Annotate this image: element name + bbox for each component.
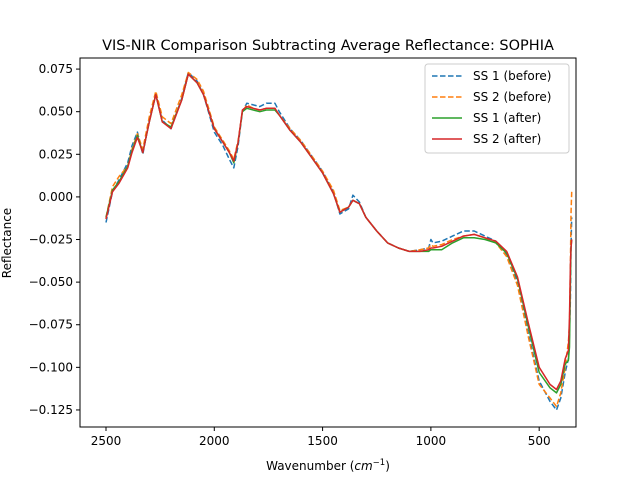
legend-box [424, 63, 570, 154]
plot-area [105, 71, 573, 411]
legend-label-3: SS 1 (after) [473, 111, 541, 125]
y-tick-label-2: 0.050 [39, 105, 73, 119]
series-line-2 [105, 71, 573, 408]
x-tick-label-1: 2500 [91, 434, 122, 448]
y-tick-label-9: −0.125 [29, 403, 73, 417]
legend: SS 1 (before) SS 2 (before) SS 1 (after) SS… [424, 63, 570, 154]
legend-label-1: SS 1 (before) [473, 69, 551, 83]
x-tick-label-5: 500 [528, 434, 551, 448]
x-axis: 2500 2000 1500 1000 500 [91, 427, 551, 448]
y-axis: 0.075 0.050 0.025 0.000 −0.025 −0.050 −0.075 −0… [29, 62, 80, 417]
x-tick-label-3: 1500 [307, 434, 338, 448]
x-axis-label: Wavenumber (cm−1) [266, 458, 390, 473]
y-tick-label-5: −0.025 [29, 233, 73, 247]
y-axis-label: Reflectance [0, 208, 14, 278]
legend-label-4: SS 2 (after) [473, 132, 541, 146]
y-tick-label-3: 0.025 [39, 147, 73, 161]
x-tick-label-4: 1000 [416, 434, 447, 448]
x-tick-label-2: 2000 [199, 434, 230, 448]
y-tick-label-1: 0.075 [39, 62, 73, 76]
chart-title: VIS-NIR Comparison Subtracting Average R… [102, 38, 554, 54]
y-tick-label-8: −0.100 [29, 360, 73, 374]
axes-frame [79, 57, 577, 428]
y-tick-label-7: −0.075 [29, 318, 73, 332]
y-tick-label-4: 0.000 [39, 190, 73, 204]
series-line-4 [105, 73, 573, 391]
y-tick-label-6: −0.050 [29, 275, 73, 289]
legend-label-2: SS 2 (before) [473, 90, 551, 104]
